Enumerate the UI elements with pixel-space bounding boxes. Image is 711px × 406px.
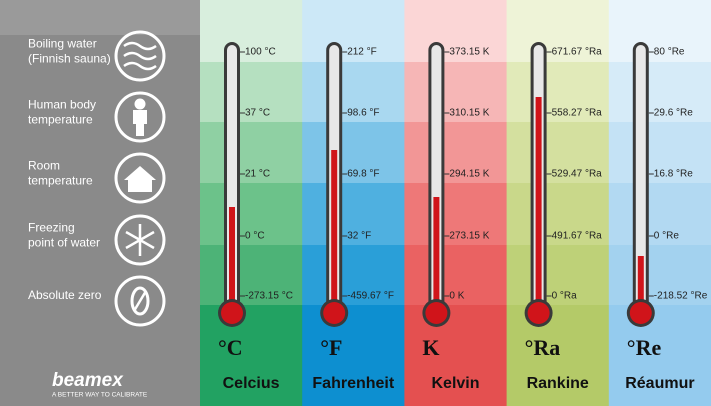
band — [608, 245, 711, 305]
band — [506, 62, 610, 122]
bulb — [323, 302, 346, 324]
band — [200, 122, 303, 183]
value: 558.27 °Ra — [552, 108, 603, 119]
side-header — [0, 0, 200, 35]
value: 0 K — [449, 291, 464, 302]
band — [302, 305, 405, 406]
band — [200, 183, 303, 245]
band — [506, 245, 610, 305]
band — [404, 183, 508, 245]
band — [302, 0, 405, 62]
row-label: Freezing — [28, 221, 75, 235]
band — [200, 305, 303, 406]
value: 32 °F — [347, 231, 371, 242]
value: 100 °C — [245, 47, 276, 58]
band — [608, 305, 711, 406]
value: 671.67 °Ra — [552, 47, 603, 58]
row-label: temperature — [28, 113, 93, 127]
value: 273.15 K — [449, 231, 489, 242]
side-panel — [0, 0, 200, 406]
band — [404, 62, 508, 122]
symbol: K — [422, 335, 439, 360]
band — [302, 62, 405, 122]
value: 80 °Re — [654, 47, 685, 58]
value: 29.6 °Re — [654, 108, 693, 119]
value: 491.67 °Ra — [552, 231, 603, 242]
band — [404, 305, 508, 406]
icons — [114, 30, 166, 327]
scale-name: Rankine — [527, 375, 589, 392]
band — [302, 122, 405, 183]
row-label: Human body — [28, 98, 96, 112]
value: 69.8 °F — [347, 169, 379, 180]
bulb — [527, 302, 550, 324]
symbol: °Ra — [525, 335, 561, 360]
value: -459.67 °F — [347, 291, 394, 302]
row-label: Room — [28, 159, 60, 173]
value: 310.15 K — [449, 108, 489, 119]
symbol: °Re — [627, 335, 662, 360]
row-label: (Finnish sauna) — [28, 52, 111, 66]
mercury — [535, 97, 542, 312]
scale-name: Kelvin — [431, 375, 479, 392]
row-label: point of water — [28, 236, 100, 250]
bulb — [425, 302, 448, 324]
tube-inner — [635, 45, 646, 309]
bulb — [629, 302, 652, 324]
band — [302, 183, 405, 245]
mercury — [229, 207, 235, 312]
band — [404, 245, 508, 305]
band — [506, 183, 610, 245]
value: 98.6 °F — [347, 108, 379, 119]
value: 212 °F — [347, 47, 377, 58]
value: 21 °C — [245, 169, 270, 180]
band — [200, 245, 303, 305]
scale-name: Réaumur — [625, 375, 694, 392]
band — [404, 0, 508, 62]
scale-name: Fahrenheit — [312, 375, 394, 392]
row-label: Absolute zero — [28, 288, 102, 302]
band — [608, 183, 711, 245]
value: 0 °Ra — [552, 291, 578, 302]
value: 294.15 K — [449, 169, 489, 180]
band — [608, 62, 711, 122]
mercury — [331, 150, 338, 312]
value: 0 °Re — [654, 231, 680, 242]
row-label: temperature — [28, 174, 93, 188]
logo: beamex — [52, 370, 124, 391]
band — [200, 0, 303, 62]
band — [506, 122, 610, 183]
scale-name: Celcius — [223, 375, 280, 392]
band — [302, 245, 405, 305]
value: 373.15 K — [449, 47, 489, 58]
symbol: °F — [320, 335, 342, 360]
bulb — [221, 302, 243, 324]
symbol: °C — [218, 335, 243, 360]
value: 37 °C — [245, 108, 270, 119]
band — [608, 0, 711, 62]
value: 529.47 °Ra — [552, 169, 603, 180]
tagline: A BETTER WAY TO CALIBRATE — [52, 392, 148, 399]
mercury — [637, 256, 644, 312]
mercury — [433, 197, 440, 312]
row-label: Boiling water — [28, 37, 97, 51]
value: 16.8 °Re — [654, 169, 693, 180]
band — [506, 305, 610, 406]
band — [608, 122, 711, 183]
band — [200, 62, 303, 122]
value: -273.15 °C — [245, 291, 293, 302]
band — [506, 0, 610, 62]
band — [404, 122, 508, 183]
value: -218.52 °Re — [654, 291, 708, 302]
value: 0 °C — [245, 231, 265, 242]
